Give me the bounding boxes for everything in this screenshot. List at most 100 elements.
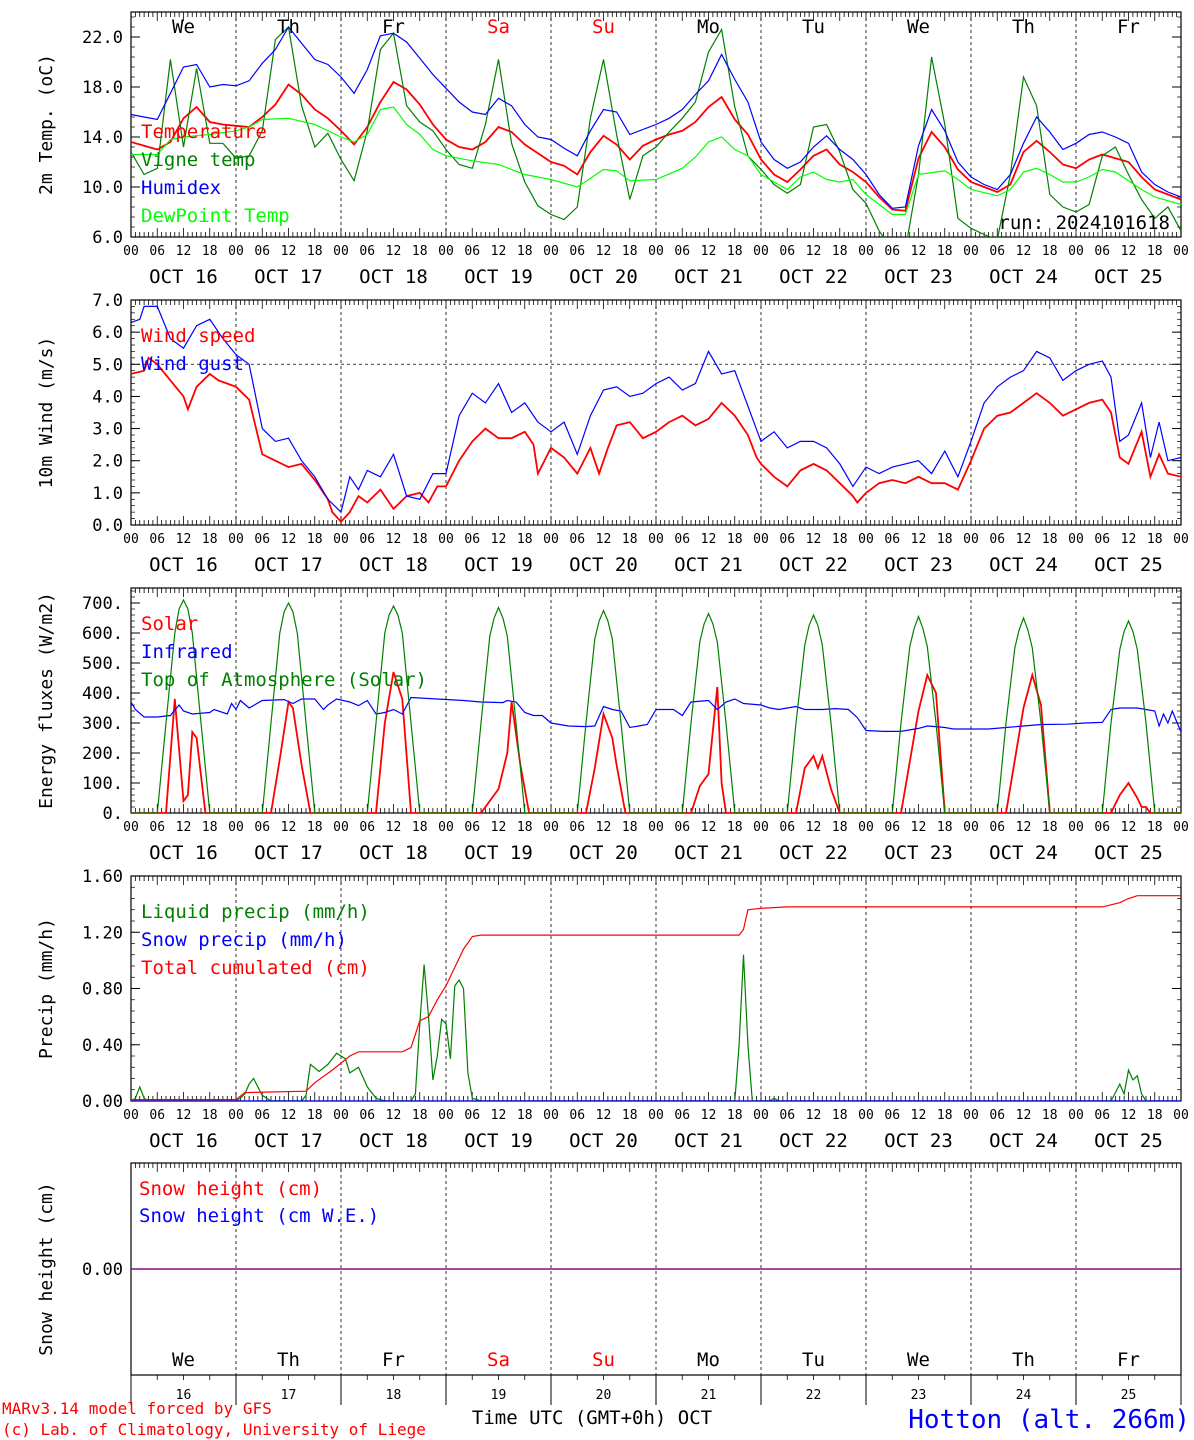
hour-tick-label: 18 [202, 244, 218, 259]
hour-tick-label: 12 [1016, 820, 1032, 835]
hour-tick-label: 06 [989, 1108, 1005, 1123]
date-label: OCT 20 [569, 1130, 638, 1152]
y-tick-label: 0.40 [82, 1036, 123, 1056]
weekday-label-top: Th [277, 16, 300, 38]
hour-tick-label: 18 [1042, 244, 1058, 259]
legend-entry: Infrared [141, 641, 233, 663]
day-number-label: 19 [491, 1388, 507, 1403]
weekday-label-bottom: Tu [802, 1349, 825, 1371]
y-tick-label: 400. [82, 684, 123, 704]
y-tick-label: 500. [82, 654, 123, 674]
hour-tick-label: 00 [1068, 532, 1084, 547]
hour-tick-label: 06 [1094, 1108, 1110, 1123]
legend-entry: DewPoint Temp [141, 205, 290, 227]
hour-tick-label: 18 [727, 244, 743, 259]
hour-tick-label: 18 [727, 532, 743, 547]
weekday-label-bottom: Fr [382, 1349, 405, 1371]
hour-tick-label: 18 [202, 1108, 218, 1123]
day-number-label: 20 [596, 1388, 612, 1403]
hour-tick-label: 06 [464, 244, 480, 259]
legend-entry: Humidex [141, 177, 221, 199]
series-line-wind-gust [131, 305, 1181, 514]
hour-tick-label: 00 [543, 532, 559, 547]
y-tick-label: 100. [82, 774, 123, 794]
date-label: OCT 19 [464, 842, 533, 864]
date-label: OCT 24 [989, 1130, 1058, 1152]
hour-tick-label: 18 [412, 532, 428, 547]
date-label: OCT 16 [149, 842, 218, 864]
weekday-label-bottom: Fr [1117, 1349, 1140, 1371]
hour-tick-label: 00 [858, 1108, 874, 1123]
y-tick-label: 200. [82, 744, 123, 764]
weekday-label-bottom: Th [277, 1349, 300, 1371]
y-tick-label: 6.0 [92, 228, 123, 248]
legend-entry: Snow height (cm) [139, 1178, 322, 1200]
day-number-label: 18 [386, 1388, 402, 1403]
hour-tick-label: 06 [674, 244, 690, 259]
hour-tick-label: 00 [333, 244, 349, 259]
hour-tick-label: 06 [674, 820, 690, 835]
hour-tick-label: 06 [149, 820, 165, 835]
y-tick-label: 22.0 [82, 28, 123, 48]
date-label: OCT 16 [149, 1130, 218, 1152]
lab-credit: (c) Lab. of Climatology, University of L… [2, 1420, 426, 1439]
legend-entry: Vigne temp [141, 149, 255, 171]
hour-tick-label: 18 [937, 532, 953, 547]
hour-tick-label: 12 [386, 1108, 402, 1123]
hour-tick-label: 12 [806, 532, 822, 547]
model-credit: MARv3.14 model forced by GFS [2, 1399, 272, 1418]
hour-tick-label: 12 [701, 820, 717, 835]
hour-tick-label: 00 [963, 820, 979, 835]
date-label: OCT 20 [569, 266, 638, 288]
hour-tick-label: 06 [779, 532, 795, 547]
y-tick-label: 1.20 [82, 923, 123, 943]
y-tick-label: 0.00 [82, 1260, 123, 1280]
y-axis-label: Energy fluxes (W/m2) [36, 592, 57, 809]
y-tick-label: 0.00 [82, 1092, 123, 1112]
hour-tick-label: 06 [1094, 244, 1110, 259]
hour-tick-label: 18 [937, 1108, 953, 1123]
day-number-label: 25 [1121, 1388, 1137, 1403]
hour-tick-label: 18 [832, 1108, 848, 1123]
hour-tick-label: 06 [569, 1108, 585, 1123]
y-tick-label: 18.0 [82, 78, 123, 98]
weekday-label-top: Tu [802, 16, 825, 38]
y-tick-label: 6.0 [92, 323, 123, 343]
date-label: OCT 18 [359, 554, 428, 576]
hour-tick-label: 12 [491, 532, 507, 547]
hour-tick-label: 12 [596, 532, 612, 547]
hour-tick-label: 00 [753, 1108, 769, 1123]
hour-tick-label: 06 [989, 532, 1005, 547]
hour-tick-label: 06 [884, 1108, 900, 1123]
weekday-label-top: Fr [382, 16, 405, 38]
hour-tick-label: 12 [701, 244, 717, 259]
hour-tick-label: 18 [517, 1108, 533, 1123]
hour-tick-label: 06 [254, 820, 270, 835]
hour-tick-label: 12 [176, 820, 192, 835]
hour-tick-label: 00 [1173, 820, 1189, 835]
series-line-solar [131, 671, 1181, 813]
hour-tick-label: 06 [884, 820, 900, 835]
hour-tick-label: 00 [1173, 244, 1189, 259]
hour-tick-label: 12 [281, 1108, 297, 1123]
date-label: OCT 16 [149, 266, 218, 288]
y-axis-label: Snow height (cm) [36, 1182, 57, 1355]
legend-entry: Total cumulated (cm) [141, 957, 370, 979]
hour-tick-label: 12 [911, 244, 927, 259]
panel-3: 0. 100. 200. 300. 400. 500. 600. 700. Energy flu… [36, 587, 1189, 864]
y-tick-label: 1.0 [92, 484, 123, 504]
hour-tick-label: 00 [1173, 532, 1189, 547]
date-label: OCT 24 [989, 842, 1058, 864]
date-label: OCT 25 [1094, 266, 1163, 288]
hour-tick-label: 06 [254, 244, 270, 259]
hour-tick-label: 00 [228, 820, 244, 835]
day-number-label: 17 [281, 1388, 297, 1403]
plot-frame [130, 299, 1182, 526]
hour-tick-label: 12 [281, 820, 297, 835]
hour-tick-label: 06 [1094, 532, 1110, 547]
day-number-label: 23 [911, 1388, 927, 1403]
y-tick-label: 2.0 [92, 452, 123, 472]
hour-tick-label: 00 [123, 532, 139, 547]
hour-tick-label: 12 [701, 532, 717, 547]
